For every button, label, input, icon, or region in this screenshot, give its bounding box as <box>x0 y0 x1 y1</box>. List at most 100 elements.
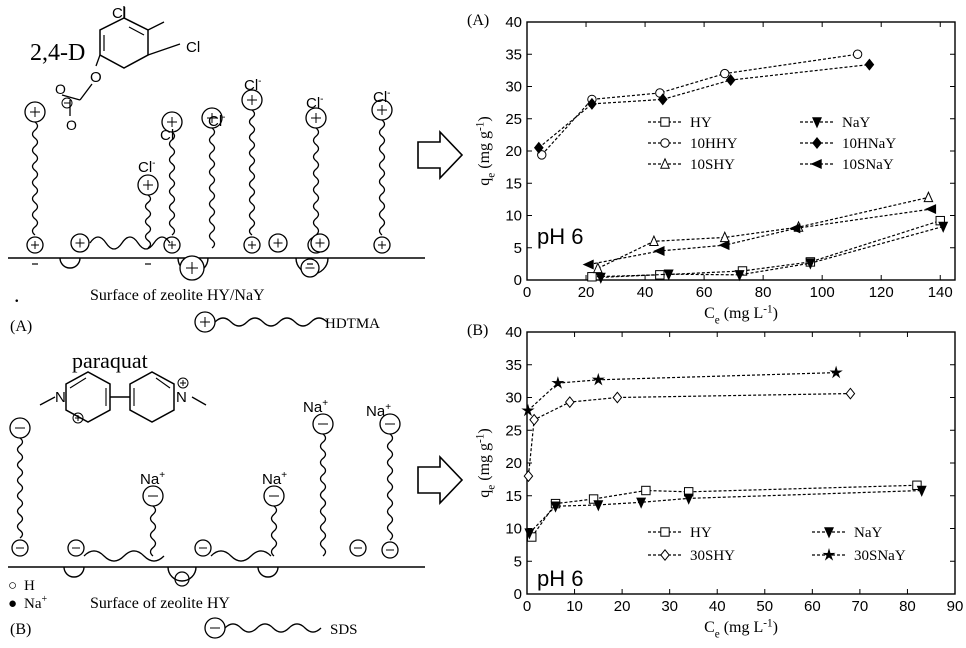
benzene-ring <box>99 17 149 69</box>
molecule-label-paraquat: paraquat <box>72 348 148 373</box>
data-point <box>655 270 665 280</box>
series-line <box>531 484 917 538</box>
legend-na-marker: ● <box>8 596 17 612</box>
y-tick-label: 15 <box>505 488 522 505</box>
schematic-b: paraquat N N Na+ Na+ Na+ Na+ ○ H ● Na+ Surf… <box>8 348 425 639</box>
data-point <box>593 500 604 512</box>
data-point <box>582 259 594 270</box>
sds-tail <box>149 505 157 557</box>
legend-item: NaY <box>800 115 870 131</box>
x-tick-label: 60 <box>804 598 821 615</box>
y-tick-label: 25 <box>505 111 522 128</box>
x-tick-label: 100 <box>810 284 835 301</box>
legend-label: NaY <box>842 115 870 131</box>
data-point <box>592 261 603 274</box>
sds-tail <box>270 505 278 557</box>
y-tick-label: 20 <box>505 143 522 160</box>
data-point <box>663 269 674 281</box>
data-point <box>924 204 937 215</box>
data-point <box>657 93 668 106</box>
series-line <box>538 63 870 149</box>
data-point <box>805 258 816 270</box>
hdtma-tail <box>214 317 328 327</box>
data-point <box>564 396 575 409</box>
hdtma-label: HDTMA <box>325 316 380 332</box>
chlorine-label: Cl <box>112 5 126 22</box>
data-point <box>612 391 623 404</box>
series-line <box>588 208 932 266</box>
series-10SHY <box>592 191 934 274</box>
series-line <box>528 489 922 534</box>
data-point <box>551 376 565 389</box>
sds-tail-flat <box>83 550 165 562</box>
data-point <box>653 246 665 256</box>
surfactant-chains-a: Cl-Cl-Cl-Cl- Cl-Cl- <box>24 76 393 281</box>
legend-label: HY <box>690 115 712 131</box>
legend-marker <box>822 548 836 561</box>
y-axis-label: qe (mg g-1) <box>474 428 497 497</box>
legend-marker <box>824 527 834 539</box>
surface-label-a: Surface of zeolite HY/NaY <box>90 287 265 304</box>
series-10HHY <box>537 49 863 160</box>
chart-a: 0 20 40 60 80 100 120 140 0 5 10 15 20 25 30 35 40 HY NaY 1… <box>467 12 956 327</box>
legend-marker <box>660 157 670 169</box>
legend-item: HY <box>648 115 712 131</box>
y-tick-label: 20 <box>505 455 522 472</box>
data-point <box>523 470 534 483</box>
legend-label: 30SNaY <box>854 548 906 564</box>
surfactant-chains-b: Na+ Na+ Na+ Na+ <box>9 398 401 562</box>
data-point <box>734 270 745 282</box>
oxygen-label: O <box>66 117 77 133</box>
data-point <box>587 272 597 282</box>
hdtma-tail-flat <box>89 236 171 250</box>
data-point <box>829 365 843 379</box>
data-point <box>912 480 922 490</box>
y-tick-label: 0 <box>514 586 522 603</box>
x-tick-label: 0 <box>523 598 531 615</box>
hdtma-tail <box>168 131 176 236</box>
legend-marker <box>810 159 822 169</box>
series-30SHY <box>523 387 856 483</box>
panel-label-b-left: (B) <box>10 621 31 638</box>
hdtma-tail <box>144 194 152 249</box>
data-point <box>587 97 597 110</box>
x-tick-label: 120 <box>869 284 894 301</box>
ring-double-bond <box>128 26 145 36</box>
h-cation-circle <box>174 571 190 587</box>
nitrogen-label: N <box>55 389 66 406</box>
surface-pore <box>63 566 85 578</box>
sodium-ion-label: Na+ <box>140 470 165 488</box>
x-tick-label: 80 <box>899 598 916 615</box>
arrow-right-icon <box>417 455 464 505</box>
series-line <box>527 372 837 412</box>
surface-pore <box>167 566 197 582</box>
plus-charge <box>177 377 189 389</box>
data-point <box>550 501 561 513</box>
y-tick-label: 15 <box>505 175 522 192</box>
legend-label: HY <box>690 525 712 541</box>
data-point <box>683 493 694 505</box>
sodium-ion-label: Na+ <box>303 398 328 416</box>
hdtma-tail <box>378 119 386 236</box>
series-NaY <box>595 221 949 284</box>
oxygen-label: O <box>90 69 102 86</box>
data-point <box>636 497 647 509</box>
x-tick-label: 50 <box>756 598 773 615</box>
x-tick-label: 70 <box>852 598 869 615</box>
sds-label: SDS <box>330 622 358 638</box>
series-NaY <box>524 485 927 540</box>
series-30SNaY <box>521 365 843 417</box>
sds-tail <box>319 433 327 557</box>
legend-item: NaY <box>812 525 882 541</box>
arrow-right-icon <box>417 130 464 180</box>
y-tick-label: 5 <box>514 553 522 570</box>
x-tick-label: 10 <box>566 598 583 615</box>
data-point <box>852 49 863 59</box>
series-line <box>597 196 929 269</box>
chlorine-label: Cl <box>186 39 200 56</box>
bond <box>95 54 101 67</box>
x-tick-label: 40 <box>637 284 654 301</box>
series-HY <box>587 215 945 282</box>
surface-label-b: Surface of zeolite HY <box>90 595 230 612</box>
data-point <box>864 58 875 71</box>
